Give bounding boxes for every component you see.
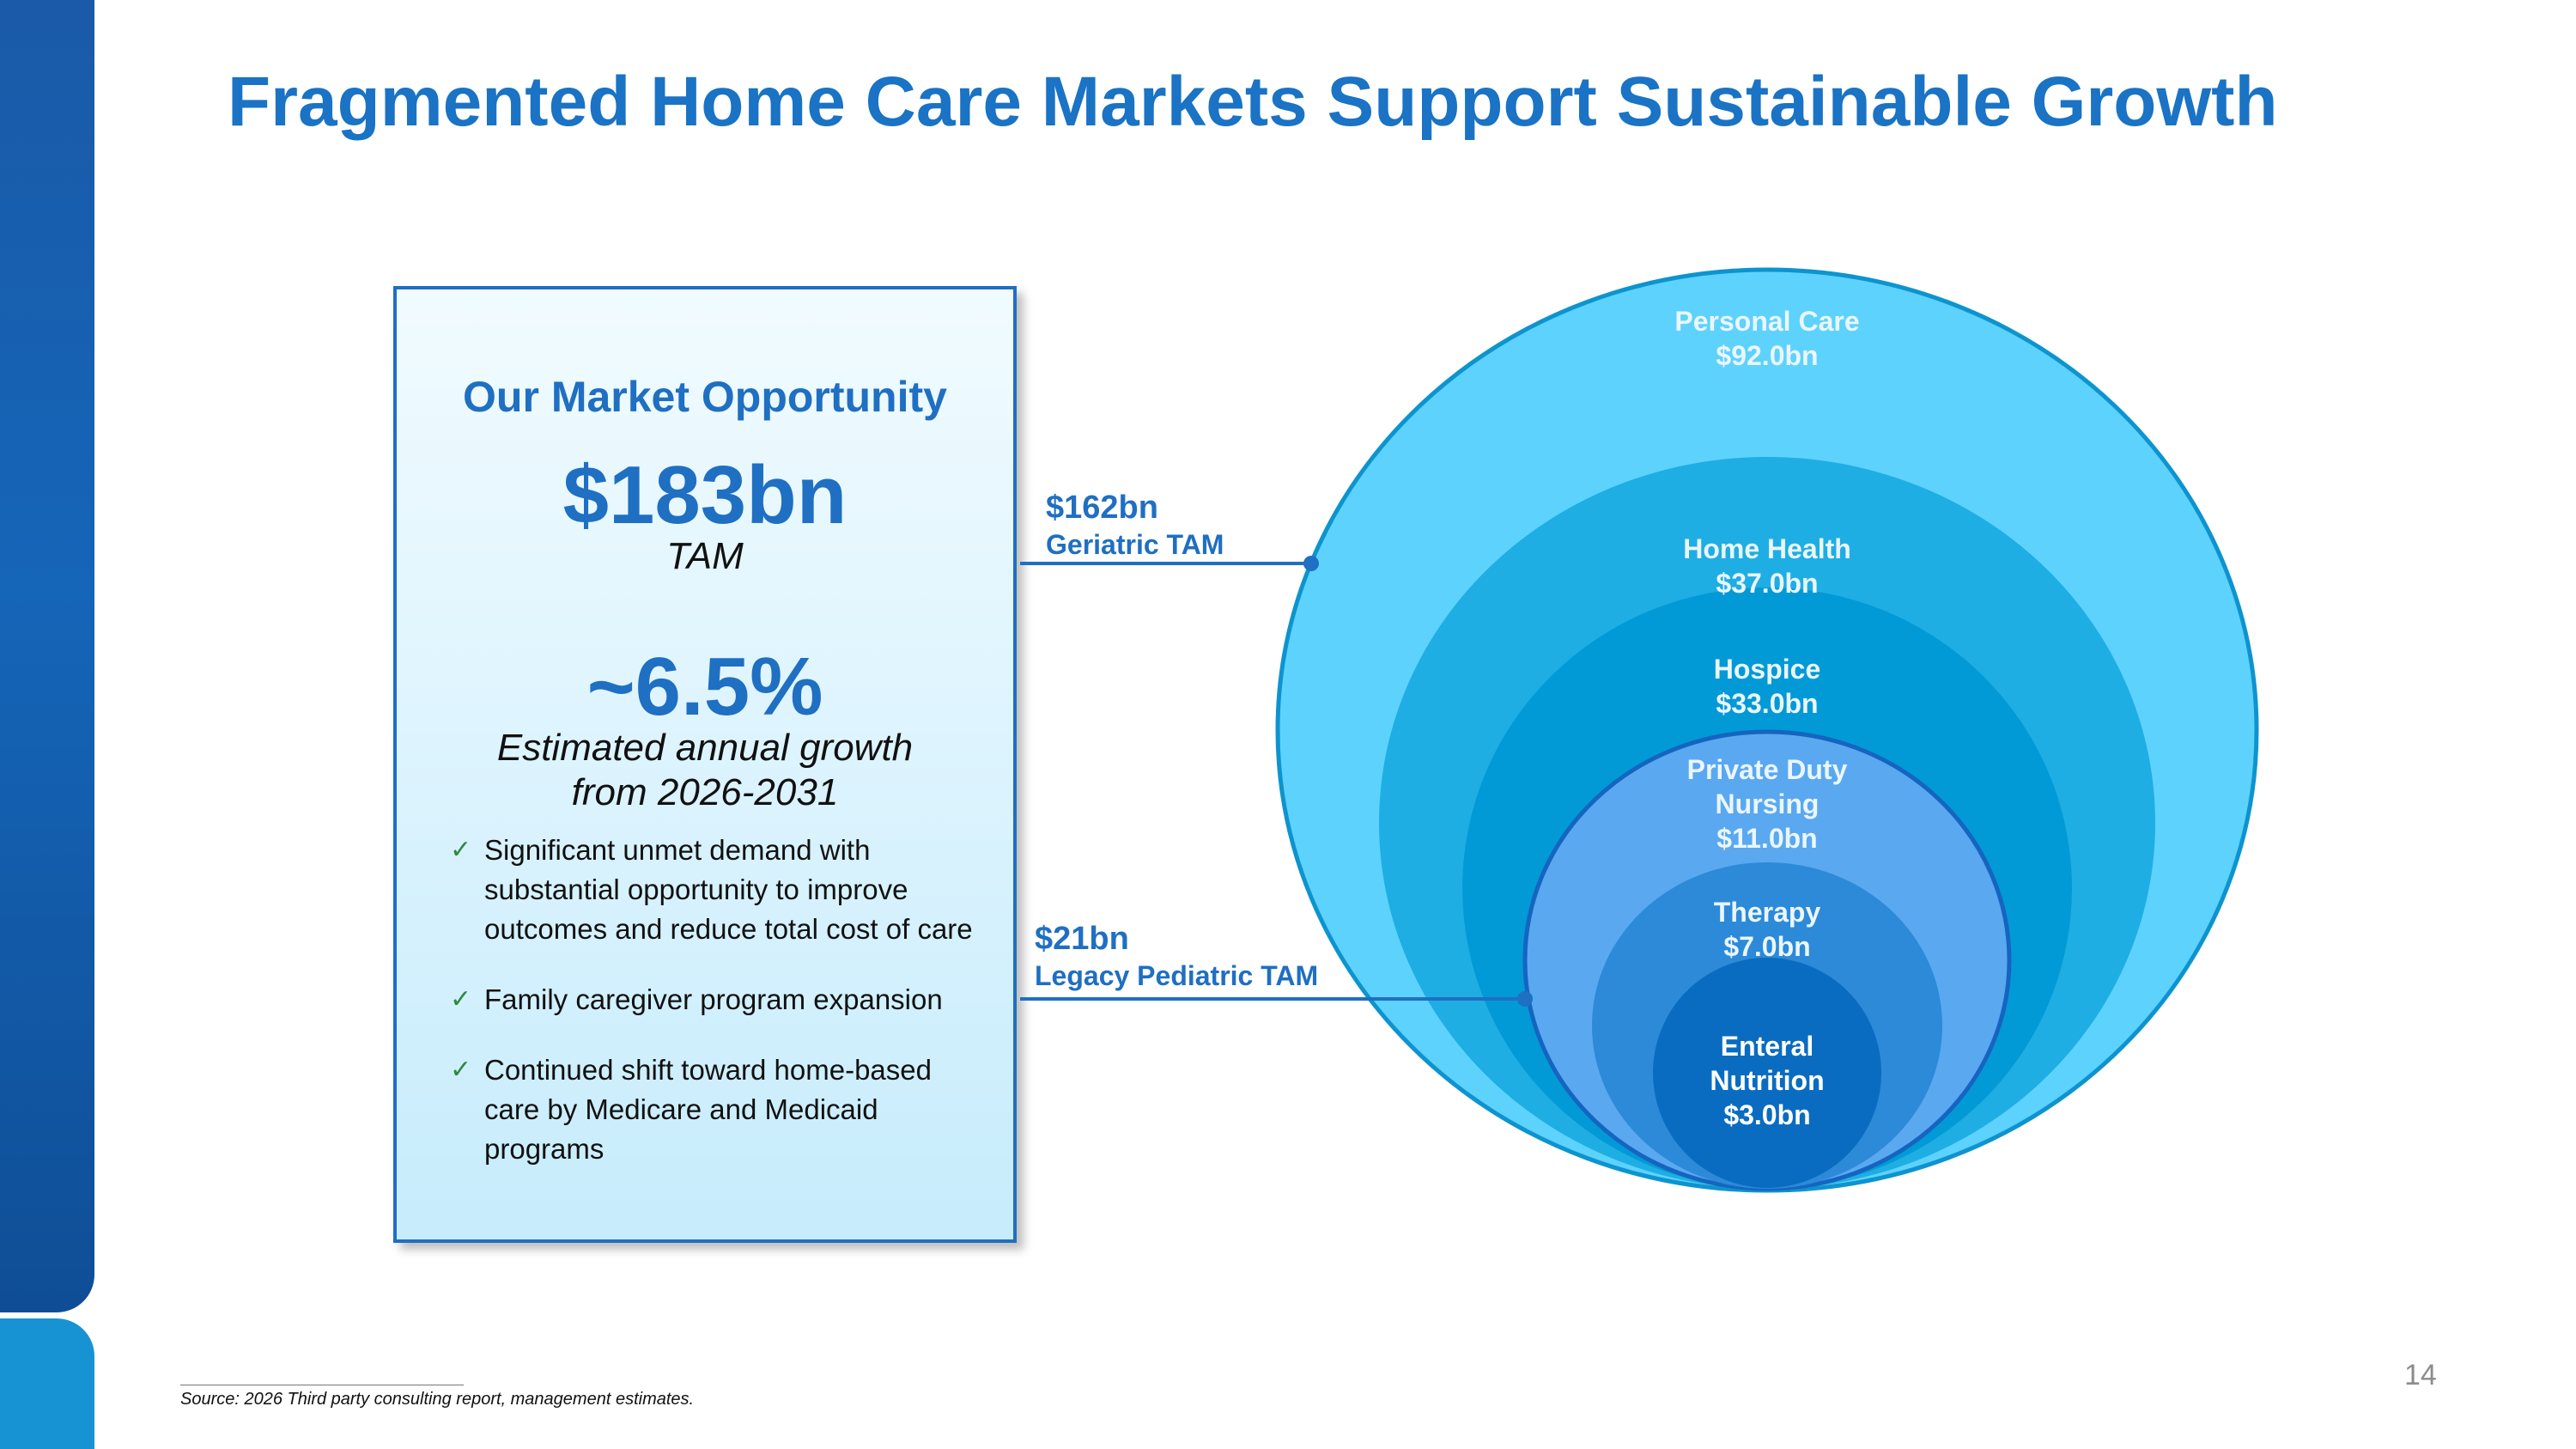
card-heading: Our Market Opportunity xyxy=(463,373,947,421)
checkmark-icon: ✓ xyxy=(450,1055,472,1085)
geriatric-tam-label: Geriatric TAM xyxy=(1046,529,1224,560)
benefit-list: ✓ Significant unmet demand with substant… xyxy=(450,831,991,1200)
market-opportunity-card: Our Market Opportunity $183bn TAM ~6.5% … xyxy=(393,286,1017,1243)
list-item-text: Family caregiver program expansion xyxy=(484,983,943,1015)
list-item-text: Continued shift toward home-based care b… xyxy=(484,1054,932,1165)
checkmark-icon: ✓ xyxy=(450,835,472,865)
geriatric-tam-callout: $162bn Geriatric TAM xyxy=(1046,488,1224,562)
personal-care-value: $92.0bn xyxy=(1716,340,1818,371)
enteral-nutrition-label-2: Nutrition xyxy=(1710,1065,1824,1096)
private-duty-nursing-label-1: Private Duty xyxy=(1687,754,1848,785)
list-item: ✓ Family caregiver program expansion xyxy=(450,980,991,1020)
therapy-label: Therapy xyxy=(1714,897,1821,928)
hospice-label: Hospice xyxy=(1714,654,1820,685)
personal-care-label: Personal Care xyxy=(1674,306,1859,337)
therapy-value: $7.0bn xyxy=(1723,931,1810,962)
growth-value: ~6.5% xyxy=(586,641,823,733)
list-item: ✓ Significant unmet demand with substant… xyxy=(450,831,991,949)
list-item-text: Significant unmet demand with substantia… xyxy=(484,834,973,945)
hospice-value: $33.0bn xyxy=(1716,688,1818,719)
pediatric-tam-callout: $21bn Legacy Pediatric TAM xyxy=(1035,919,1318,993)
growth-label: Estimated annual growth from 2026-2031 xyxy=(397,726,1013,815)
growth-label-line-2: from 2026-2031 xyxy=(571,771,839,813)
source-footnote: Source: 2026 Third party consulting repo… xyxy=(180,1390,695,1409)
page-title: Fragmented Home Care Markets Support Sus… xyxy=(228,63,2278,141)
side-accent-tab xyxy=(0,1318,94,1449)
segment-enteral-nutrition xyxy=(1653,958,1881,1188)
private-duty-nursing-label-2: Nursing xyxy=(1716,788,1820,819)
side-accent-bar xyxy=(0,0,94,1312)
private-duty-nursing-value: $11.0bn xyxy=(1716,823,1817,854)
pediatric-connector-dot xyxy=(1517,991,1533,1007)
enteral-nutrition-value: $3.0bn xyxy=(1723,1099,1810,1130)
checkmark-icon: ✓ xyxy=(450,984,472,1014)
list-item: ✓ Continued shift toward home-based care… xyxy=(450,1050,991,1169)
geriatric-connector-dot xyxy=(1303,556,1319,571)
tam-label: TAM xyxy=(666,535,744,577)
pediatric-tam-label: Legacy Pediatric TAM xyxy=(1035,960,1319,991)
home-health-value: $37.0bn xyxy=(1716,568,1818,599)
pediatric-tam-value: $21bn xyxy=(1035,921,1129,957)
growth-label-line-1: Estimated annual growth xyxy=(496,727,914,769)
home-health-label: Home Health xyxy=(1683,533,1851,564)
page-number: 14 xyxy=(2404,1359,2437,1391)
enteral-nutrition-label-1: Enteral xyxy=(1721,1031,1814,1062)
geriatric-tam-value: $162bn xyxy=(1046,490,1158,526)
tam-value: $183bn xyxy=(562,449,848,541)
